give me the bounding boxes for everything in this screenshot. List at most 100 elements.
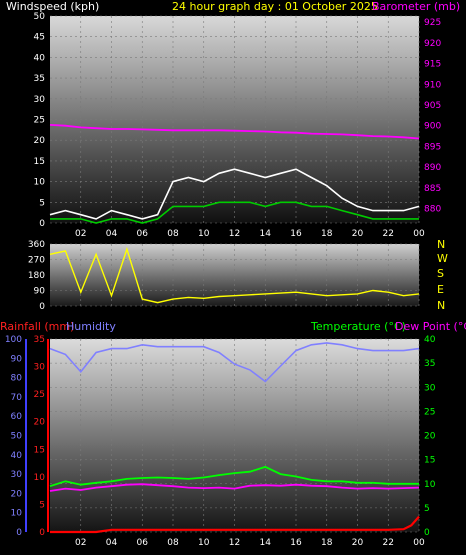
compass-label: E (437, 283, 444, 296)
windspeed-tick-label: 15 (34, 157, 45, 167)
rainfall-tick-label: 35 (34, 335, 45, 345)
hour-tick-label: 22 (383, 229, 394, 239)
barometer-tick-label: 880 (424, 205, 441, 215)
hour-tick-label: 18 (321, 229, 333, 239)
hour-tick-label: 14 (260, 229, 272, 239)
compass-label: N (437, 299, 445, 312)
hour-tick-label: 04 (106, 229, 118, 239)
temperature-tick-label: 15 (424, 456, 435, 466)
humidity-tick-label: 20 (11, 489, 23, 499)
windspeed-tick-label: 5 (39, 198, 45, 208)
humidity-tick-label: 70 (11, 393, 23, 403)
direction-series (49, 246, 420, 304)
chart-title: 24 hour graph day : 01 October 2025 (172, 0, 378, 13)
direction-tick-label: 360 (28, 240, 45, 250)
hour-tick-label: 00 (413, 538, 425, 548)
dewpoint-axis-label: Dew Point (°C) (395, 320, 466, 333)
hour-tick-label: 00 (413, 229, 425, 239)
temperature-tick-label: 40 (424, 335, 436, 345)
hour-tick-label: 02 (75, 229, 86, 239)
temperature-tick-label: 30 (424, 383, 436, 393)
hour-tick-label: 04 (106, 538, 118, 548)
wind-series (49, 124, 420, 224)
humidity-tick-label: 80 (11, 374, 23, 384)
temperature-tick-label: 5 (424, 504, 430, 514)
humidity-tick-label: 100 (5, 335, 22, 345)
windspeed-axis-label: Windspeed (kph) (6, 0, 99, 13)
hour-tick-label: 08 (167, 229, 179, 239)
hour-tick-label: 08 (167, 538, 179, 548)
rainfall-line (50, 515, 420, 534)
wind-average-line (50, 201, 419, 224)
barometer-tick-label: 910 (424, 80, 441, 90)
rainfall-tick-label: 5 (39, 500, 45, 510)
barometer-tick-label: 900 (424, 122, 441, 132)
hour-tick-label: 02 (75, 538, 86, 548)
rainfall-tick-label: 10 (34, 473, 46, 483)
barometer-tick-label: 885 (424, 184, 441, 194)
barometer-tick-label: 915 (424, 60, 441, 70)
hour-tick-label: 12 (229, 538, 240, 548)
hour-tick-label: 22 (383, 538, 394, 548)
hour-tick-label: 20 (352, 538, 364, 548)
temp-ticks: 0510152025303540010203040506070809010005… (5, 335, 436, 548)
hour-tick-label: 16 (290, 229, 302, 239)
humidity-tick-label: 50 (11, 432, 23, 442)
rainfall-axis-label: Rainfall (mm) (0, 320, 74, 333)
hour-tick-label: 18 (321, 538, 333, 548)
hour-tick-label: 12 (229, 229, 240, 239)
temperature-tick-label: 0 (424, 528, 430, 538)
temperature-tick-label: 35 (424, 359, 435, 369)
hour-tick-label: 20 (352, 229, 364, 239)
dew-point-line (49, 483, 420, 492)
compass-label: S (437, 267, 444, 280)
rainfall-tick-label: 20 (34, 418, 46, 428)
windspeed-tick-label: 20 (34, 136, 46, 146)
humidity-axis-label: Humidity (66, 320, 116, 333)
barometer-tick-label: 890 (424, 163, 441, 173)
rainfall-tick-label: 25 (34, 390, 45, 400)
humidity-line (49, 342, 420, 383)
temperature-line (49, 465, 419, 488)
wind-gust-line (49, 168, 420, 220)
temp-grid (50, 338, 420, 533)
temperature-tick-label: 20 (424, 432, 436, 442)
hour-tick-label: 06 (137, 229, 149, 239)
direction-tick-label: 270 (28, 256, 45, 266)
temperature-tick-label: 25 (424, 407, 435, 417)
wind-grid (50, 15, 420, 224)
windspeed-tick-label: 35 (34, 74, 45, 84)
wind-direction-line (49, 246, 420, 304)
hour-tick-label: 10 (198, 538, 210, 548)
barometer-axis-label: Barometer (mb) (372, 0, 460, 13)
direction-tick-label: 90 (34, 287, 46, 297)
rainfall-tick-label: 15 (34, 445, 45, 455)
windspeed-tick-label: 10 (34, 178, 46, 188)
windspeed-tick-label: 50 (34, 12, 46, 22)
barometer-line (49, 124, 420, 140)
hour-tick-label: 10 (198, 229, 210, 239)
rainfall-tick-label: 30 (34, 363, 46, 373)
hour-tick-label: 16 (290, 538, 302, 548)
compass-label: W (437, 252, 448, 265)
humidity-tick-label: 40 (11, 451, 23, 461)
wind-ticks: 0 5 10 15 20 25 30 35 40 45 50 02 04 06 08 10 12 14 16 18 20… (34, 12, 442, 239)
hour-tick-label: 14 (260, 538, 272, 548)
barometer-tick-label: 925 (424, 18, 441, 28)
humidity-tick-label: 90 (11, 354, 23, 364)
temperature-tick-label: 10 (424, 480, 436, 490)
windspeed-tick-label: 40 (34, 53, 46, 63)
compass-label: N (437, 238, 445, 251)
humidity-tick-label: 60 (11, 412, 23, 422)
windspeed-tick-label: 0 (39, 219, 45, 229)
hour-tick-label: 06 (137, 538, 149, 548)
windspeed-tick-label: 45 (34, 33, 45, 43)
direction-tick-label: 0 (39, 302, 45, 312)
direction-tick-label: 180 (28, 271, 45, 281)
temperature-axis-label: Temperature (°C) (310, 320, 406, 333)
rainfall-tick-label: 0 (39, 528, 45, 538)
humidity-tick-label: 0 (16, 528, 22, 538)
direction-grid (50, 243, 420, 307)
